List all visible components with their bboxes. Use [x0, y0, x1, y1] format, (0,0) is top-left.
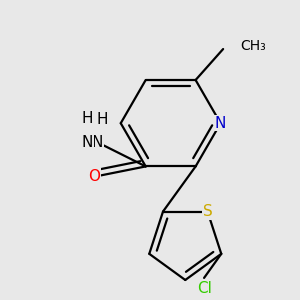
- Text: H: H: [97, 112, 108, 128]
- Text: N: N: [215, 116, 226, 131]
- Text: CH₃: CH₃: [240, 39, 266, 52]
- Text: N: N: [82, 135, 93, 150]
- Text: S: S: [202, 204, 212, 219]
- Text: N: N: [92, 135, 103, 150]
- Text: Cl: Cl: [196, 281, 211, 296]
- Text: O: O: [88, 169, 100, 184]
- Text: H: H: [81, 111, 93, 126]
